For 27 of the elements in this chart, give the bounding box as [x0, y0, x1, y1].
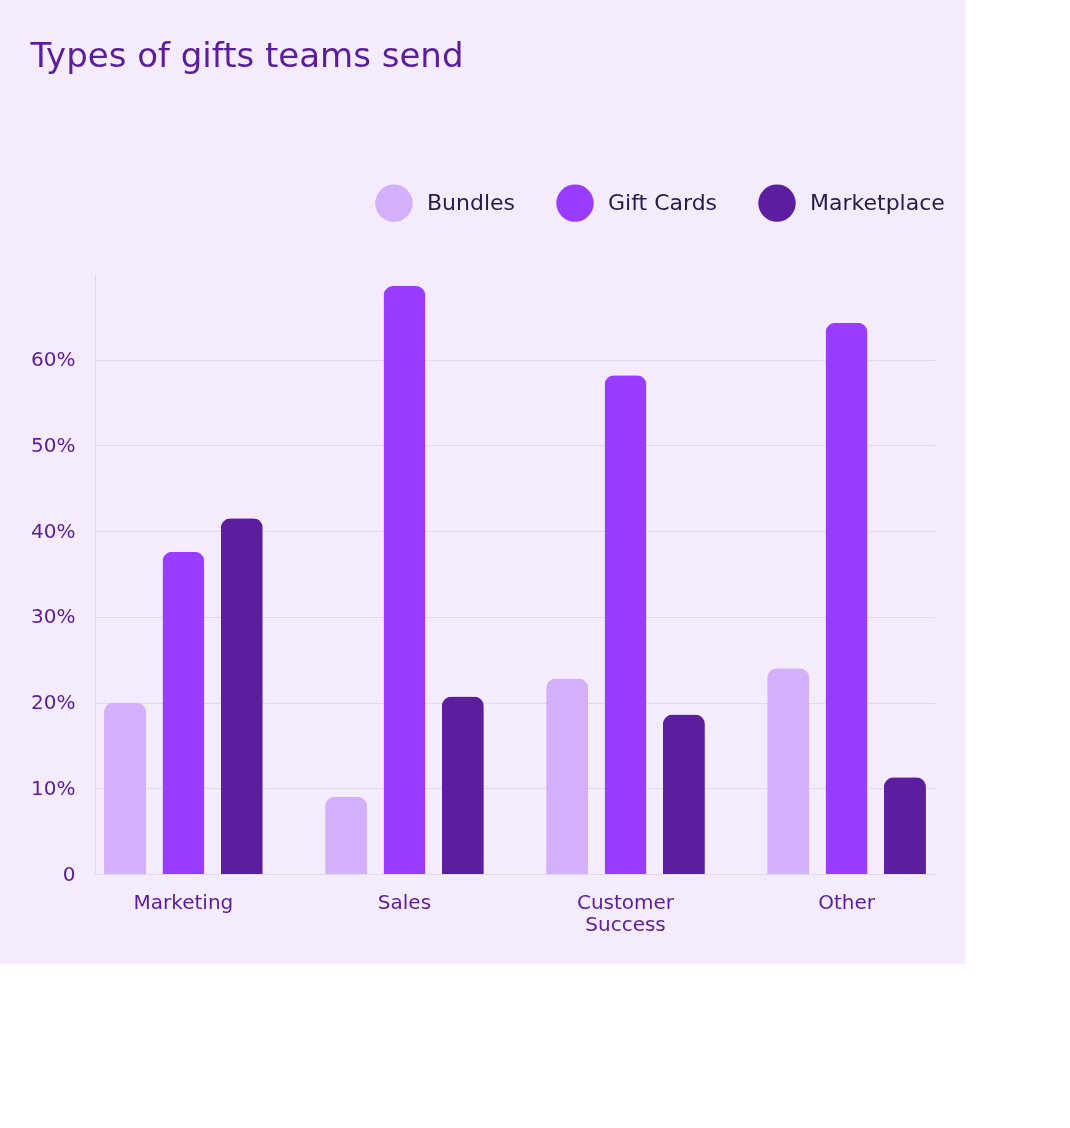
legend-label: Marketplace — [810, 190, 945, 216]
x-tick-label: Other — [818, 889, 876, 914]
y-tick-label: 50% — [31, 432, 76, 457]
bar — [441, 696, 484, 874]
y-tick-label: 0 — [62, 861, 76, 886]
x-tick-label: Sales — [377, 889, 432, 914]
bar — [546, 678, 589, 874]
bar — [767, 668, 810, 874]
chart-title: Types of gifts teams send — [29, 35, 464, 75]
bar — [662, 714, 705, 874]
legend-label: Bundles — [427, 190, 516, 216]
bar — [220, 518, 263, 874]
bar — [825, 322, 868, 874]
bar — [325, 796, 368, 874]
x-tick-label: Marketing — [133, 889, 234, 914]
y-tick-label: 20% — [31, 690, 76, 715]
legend-label: Gift Cards — [608, 190, 718, 216]
bar — [883, 777, 926, 874]
x-tick-label: Customer Success — [576, 889, 675, 936]
bar — [604, 375, 647, 874]
y-tick-label: 40% — [31, 518, 76, 543]
y-tick-label: 30% — [31, 604, 76, 629]
bar — [162, 551, 205, 874]
y-tick-label: 10% — [31, 775, 76, 800]
bar — [104, 702, 147, 874]
bar — [383, 286, 426, 874]
y-tick-label: 60% — [31, 347, 76, 372]
